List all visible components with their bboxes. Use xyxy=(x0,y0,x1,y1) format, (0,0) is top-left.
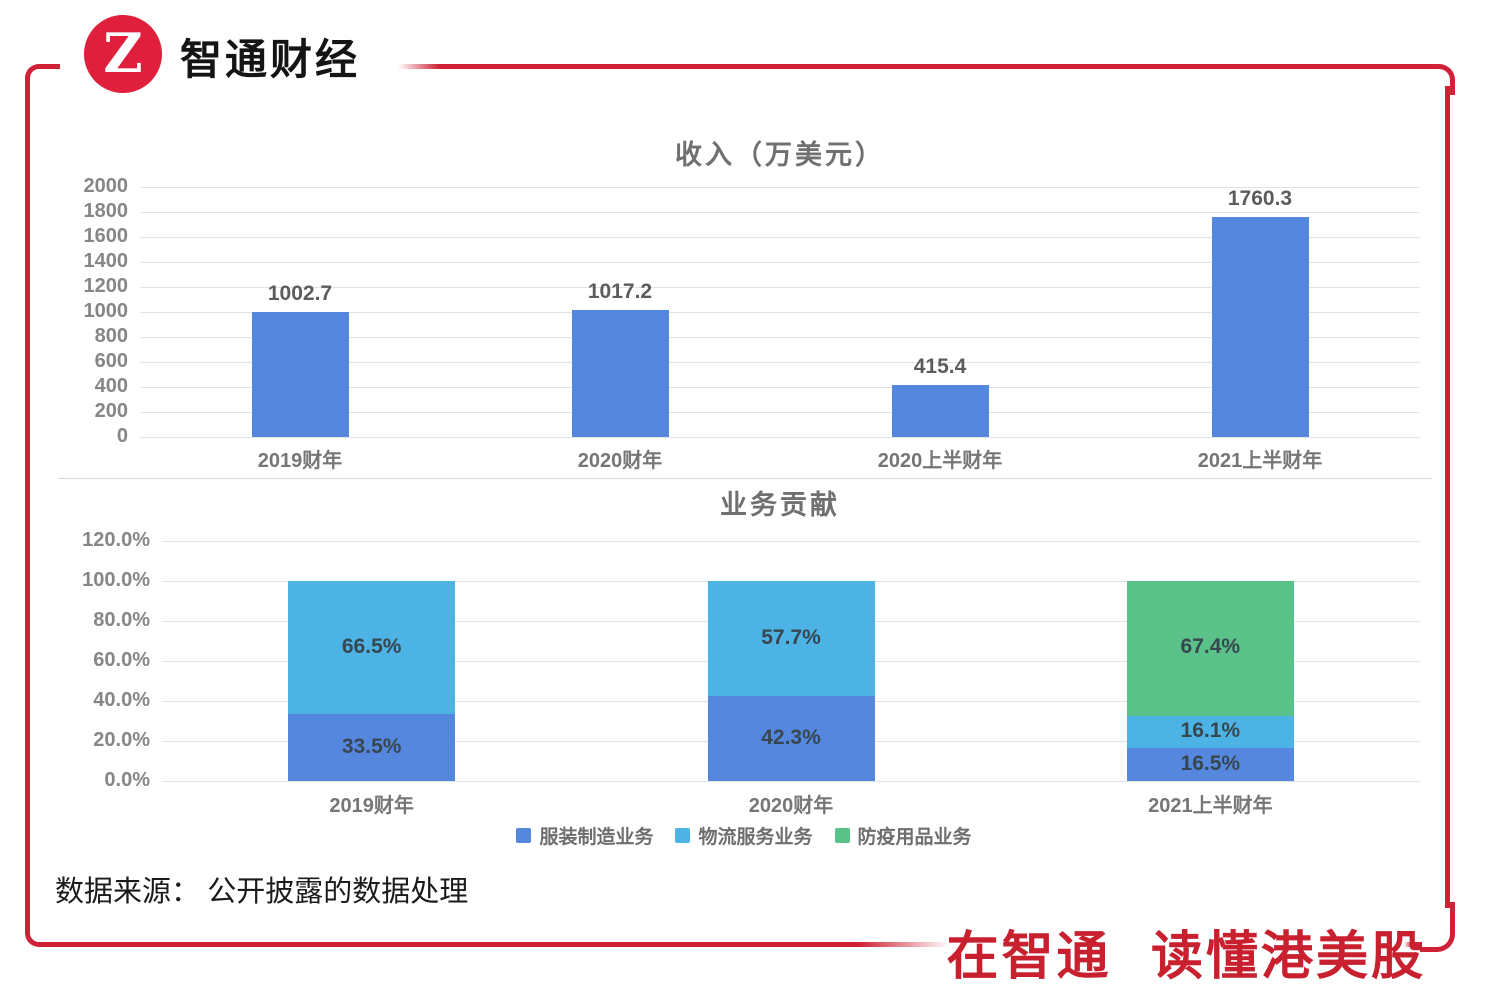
x-tick-label: 2019财年 xyxy=(329,795,414,817)
bar-segment xyxy=(1126,581,1294,716)
y-tick-label: 1800 xyxy=(83,200,129,222)
bar xyxy=(571,309,669,437)
legend-swatch-icon xyxy=(675,828,691,843)
x-tick-label: 2019财年 xyxy=(257,450,343,472)
y-tick-label: 120.0% xyxy=(82,529,150,551)
bar xyxy=(1211,216,1309,437)
y-tick-label: 400 xyxy=(94,375,128,397)
brand-slogan: 在智通 读懂港美股 xyxy=(946,928,1426,986)
gridline xyxy=(140,312,1420,313)
y-tick-label: 800 xyxy=(94,325,128,347)
y-tick-label: 40.0% xyxy=(93,689,150,711)
contribution-chart-legend: 服装制造业务 物流服务业务 防疫用品业务 xyxy=(0,822,1488,849)
frame-top-edge xyxy=(398,64,1428,69)
y-tick-label: 1000 xyxy=(83,300,129,322)
bar-value-label: 415.4 xyxy=(913,355,967,379)
brand-logo-glyph: Z xyxy=(103,21,143,85)
gridline xyxy=(162,541,1420,542)
frame-corner-top-right xyxy=(1424,64,1455,95)
legend-swatch-icon xyxy=(834,828,850,843)
frame-left-edge xyxy=(25,84,30,924)
segment-value-label: 67.4% xyxy=(1180,635,1241,659)
x-tick-label: 2021上半财年 xyxy=(1148,795,1273,817)
y-tick-label: 0 xyxy=(116,425,128,447)
x-tick-label: 2020财年 xyxy=(577,450,663,472)
gridline xyxy=(140,337,1420,338)
frame-corner-bottom-left xyxy=(25,918,52,947)
bar-segment xyxy=(707,581,875,697)
frame-stub-bottom-right xyxy=(1404,942,1422,947)
y-tick-label: 600 xyxy=(94,350,128,372)
gridline xyxy=(140,437,1420,438)
legend-item: 防疫用品业务 xyxy=(834,822,972,849)
bar-segment xyxy=(288,581,456,714)
frame-corner-top-left xyxy=(25,64,52,93)
bar-value-label: 1017.2 xyxy=(587,279,653,303)
frame-stub-top-left xyxy=(44,64,60,69)
revenue-chart-title: 收入（万美元） xyxy=(675,140,885,170)
frame-corner-bottom-right xyxy=(1420,902,1455,952)
gridline xyxy=(140,387,1420,388)
segment-value-label: 42.3% xyxy=(761,725,821,749)
brand-logo-icon: Z xyxy=(84,15,162,93)
y-tick-label: 1600 xyxy=(83,225,129,247)
bar-segment xyxy=(1126,715,1294,748)
brand-name: 智通财经 xyxy=(180,36,361,83)
bar-segment xyxy=(707,696,875,781)
legend-label: 防疫用品业务 xyxy=(857,827,972,848)
y-tick-label: 0.0% xyxy=(104,769,150,791)
source-note: 数据来源： 公开披露的数据处理 xyxy=(55,876,469,908)
gridline xyxy=(140,287,1420,288)
x-tick-label: 2020财年 xyxy=(748,795,834,817)
y-tick-label: 100.0% xyxy=(82,569,150,591)
legend-label: 服装制造业务 xyxy=(539,827,654,848)
y-tick-label: 200 xyxy=(94,400,128,422)
frame-right-edge xyxy=(1445,86,1450,908)
frame-bottom-edge xyxy=(45,942,950,947)
bar xyxy=(891,385,989,437)
bar xyxy=(251,311,349,437)
charts-divider xyxy=(58,478,1432,479)
segment-value-label: 33.5% xyxy=(341,734,402,758)
contribution-chart-title: 业务贡献 xyxy=(720,490,840,520)
y-tick-label: 60.0% xyxy=(93,649,150,671)
gridline xyxy=(140,262,1420,263)
y-tick-label: 20.0% xyxy=(93,729,150,751)
bar-value-label: 1002.7 xyxy=(267,281,333,305)
segment-value-label: 57.7% xyxy=(761,625,821,649)
x-tick-label: 2020上半财年 xyxy=(877,450,1003,472)
y-tick-label: 1400 xyxy=(83,250,129,272)
legend-item: 物流服务业务 xyxy=(675,822,813,849)
legend-item: 服装制造业务 xyxy=(516,822,653,849)
gridline xyxy=(140,212,1420,213)
segment-value-label: 16.1% xyxy=(1180,718,1241,742)
bar-segment xyxy=(288,714,456,781)
y-tick-label: 1200 xyxy=(83,275,129,297)
x-tick-label: 2021上半财年 xyxy=(1197,450,1323,472)
bar-segment xyxy=(1126,748,1294,781)
gridline xyxy=(140,412,1420,413)
bar-value-label: 1760.3 xyxy=(1227,186,1293,210)
legend-label: 物流服务业务 xyxy=(698,827,813,848)
segment-value-label: 66.5% xyxy=(341,634,402,658)
segment-value-label: 16.5% xyxy=(1180,751,1241,775)
gridline xyxy=(140,362,1420,363)
gridline xyxy=(140,237,1420,238)
gridline xyxy=(162,781,1420,782)
y-tick-label: 2000 xyxy=(83,175,129,197)
gridline xyxy=(140,187,1420,188)
legend-swatch-icon xyxy=(516,828,532,843)
y-tick-label: 80.0% xyxy=(93,609,150,631)
